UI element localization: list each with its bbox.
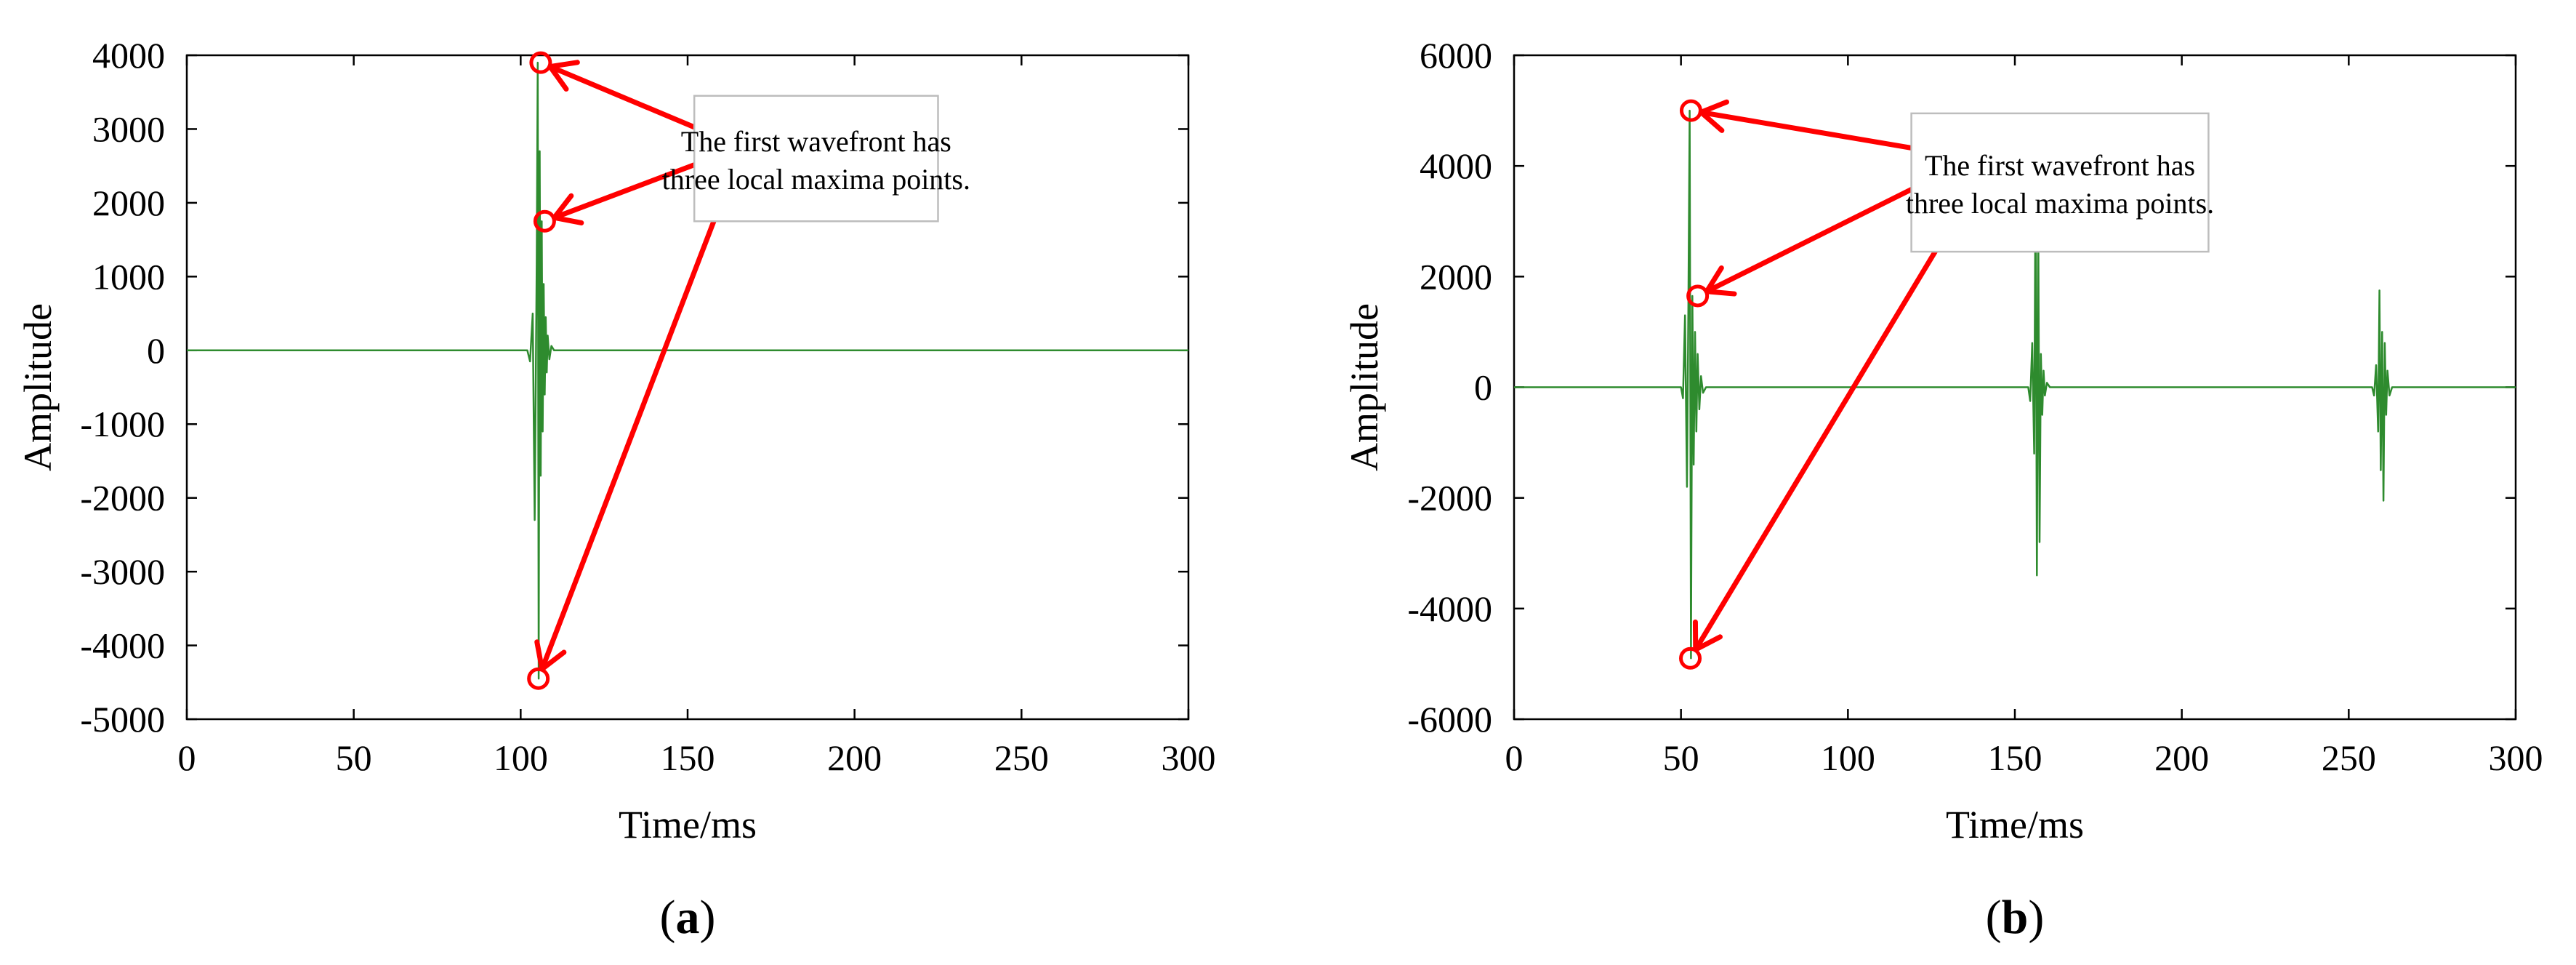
panel-label-paren: ) [2028, 891, 2044, 944]
y-tick-label: -1000 [80, 404, 165, 444]
y-tick-label: 2000 [92, 183, 165, 223]
local-maximum-marker [527, 667, 550, 690]
series-line [1514, 109, 2516, 660]
annotation-box [693, 95, 939, 223]
series-line [187, 61, 1188, 680]
x-axis-label: Time/ms [1946, 803, 2084, 846]
x-tick-label: 50 [336, 737, 372, 778]
y-tick-label: -2000 [1407, 478, 1492, 518]
chart-panel-b: 0 50 100 150 200 250 300 -6000 -4000 -2000 0 2000 40… [1343, 35, 2543, 944]
panel-label-paren: ) [700, 891, 716, 944]
x-axis-label: Time/ms [619, 803, 757, 846]
y-tick-label: 4000 [1420, 145, 1492, 186]
local-maximum-marker [1686, 284, 1710, 308]
x-tick-label: 200 [2154, 737, 2209, 778]
panel-label-letter: b [2002, 891, 2029, 944]
y-tick-label: 0 [147, 330, 165, 371]
y-tick-label: -3000 [80, 551, 165, 592]
x-tick-label: 250 [2322, 737, 2376, 778]
panel-label: (a) [660, 891, 716, 944]
local-maximum-marker [533, 209, 556, 233]
y-tick-label: 6000 [1420, 35, 1492, 76]
panel-label-paren: ( [1986, 891, 2002, 944]
annotation-arrow-line [539, 218, 717, 672]
annotation-arrow-line [1698, 109, 1915, 151]
y-tick-label: 0 [1474, 367, 1492, 408]
x-tick-label: 50 [1663, 737, 1699, 778]
annotation-box [1910, 112, 2210, 253]
x-tick-label: 200 [827, 737, 882, 778]
y-tick-label: 4000 [92, 35, 165, 76]
annotation-text: The first wavefront has [1925, 149, 2195, 182]
x-tick-label: 100 [494, 737, 548, 778]
annotation-arrow-line [1693, 249, 1938, 652]
panel-label: (b) [1986, 891, 2045, 944]
y-tick-label: -4000 [80, 625, 165, 666]
local-maximum-marker [529, 51, 552, 74]
x-tick-label: 100 [1821, 737, 1875, 778]
y-axis-label: Amplitude [16, 303, 60, 471]
y-tick-label: -2000 [80, 478, 165, 518]
panel-label-paren: ( [660, 891, 676, 944]
y-tick-label: -4000 [1407, 588, 1492, 629]
x-tick-label: 150 [1988, 737, 2042, 778]
panel-label-letter: a [676, 891, 700, 944]
x-tick-label: 150 [661, 737, 715, 778]
y-tick-label: 3000 [92, 108, 165, 149]
y-tick-label: -5000 [80, 699, 165, 740]
local-maximum-marker [1679, 646, 1702, 670]
y-tick-label: -6000 [1407, 699, 1492, 740]
x-tick-label: 0 [1505, 737, 1524, 778]
x-tick-label: 300 [2489, 737, 2543, 778]
annotation-arrow-line [552, 162, 697, 220]
y-tick-label: 2000 [1420, 256, 1492, 297]
annotation-text: three local maxima points. [662, 163, 970, 196]
x-tick-label: 0 [178, 737, 196, 778]
local-maximum-marker [1679, 99, 1702, 122]
x-tick-label: 250 [994, 737, 1049, 778]
x-tick-label: 300 [1162, 737, 1216, 778]
chart-panel-a: 0 50 100 150 200 250 300 -5000 -4000 -3000 -2000 -1… [16, 35, 1216, 944]
annotation-text: The first wavefront has [681, 125, 951, 158]
y-tick-label: 1000 [92, 256, 165, 297]
y-axis-label: Amplitude [1343, 303, 1386, 471]
annotation-arrow-line [1704, 187, 1915, 295]
annotation-text: three local maxima points. [1906, 187, 2214, 220]
annotation-arrow-line [547, 64, 697, 130]
